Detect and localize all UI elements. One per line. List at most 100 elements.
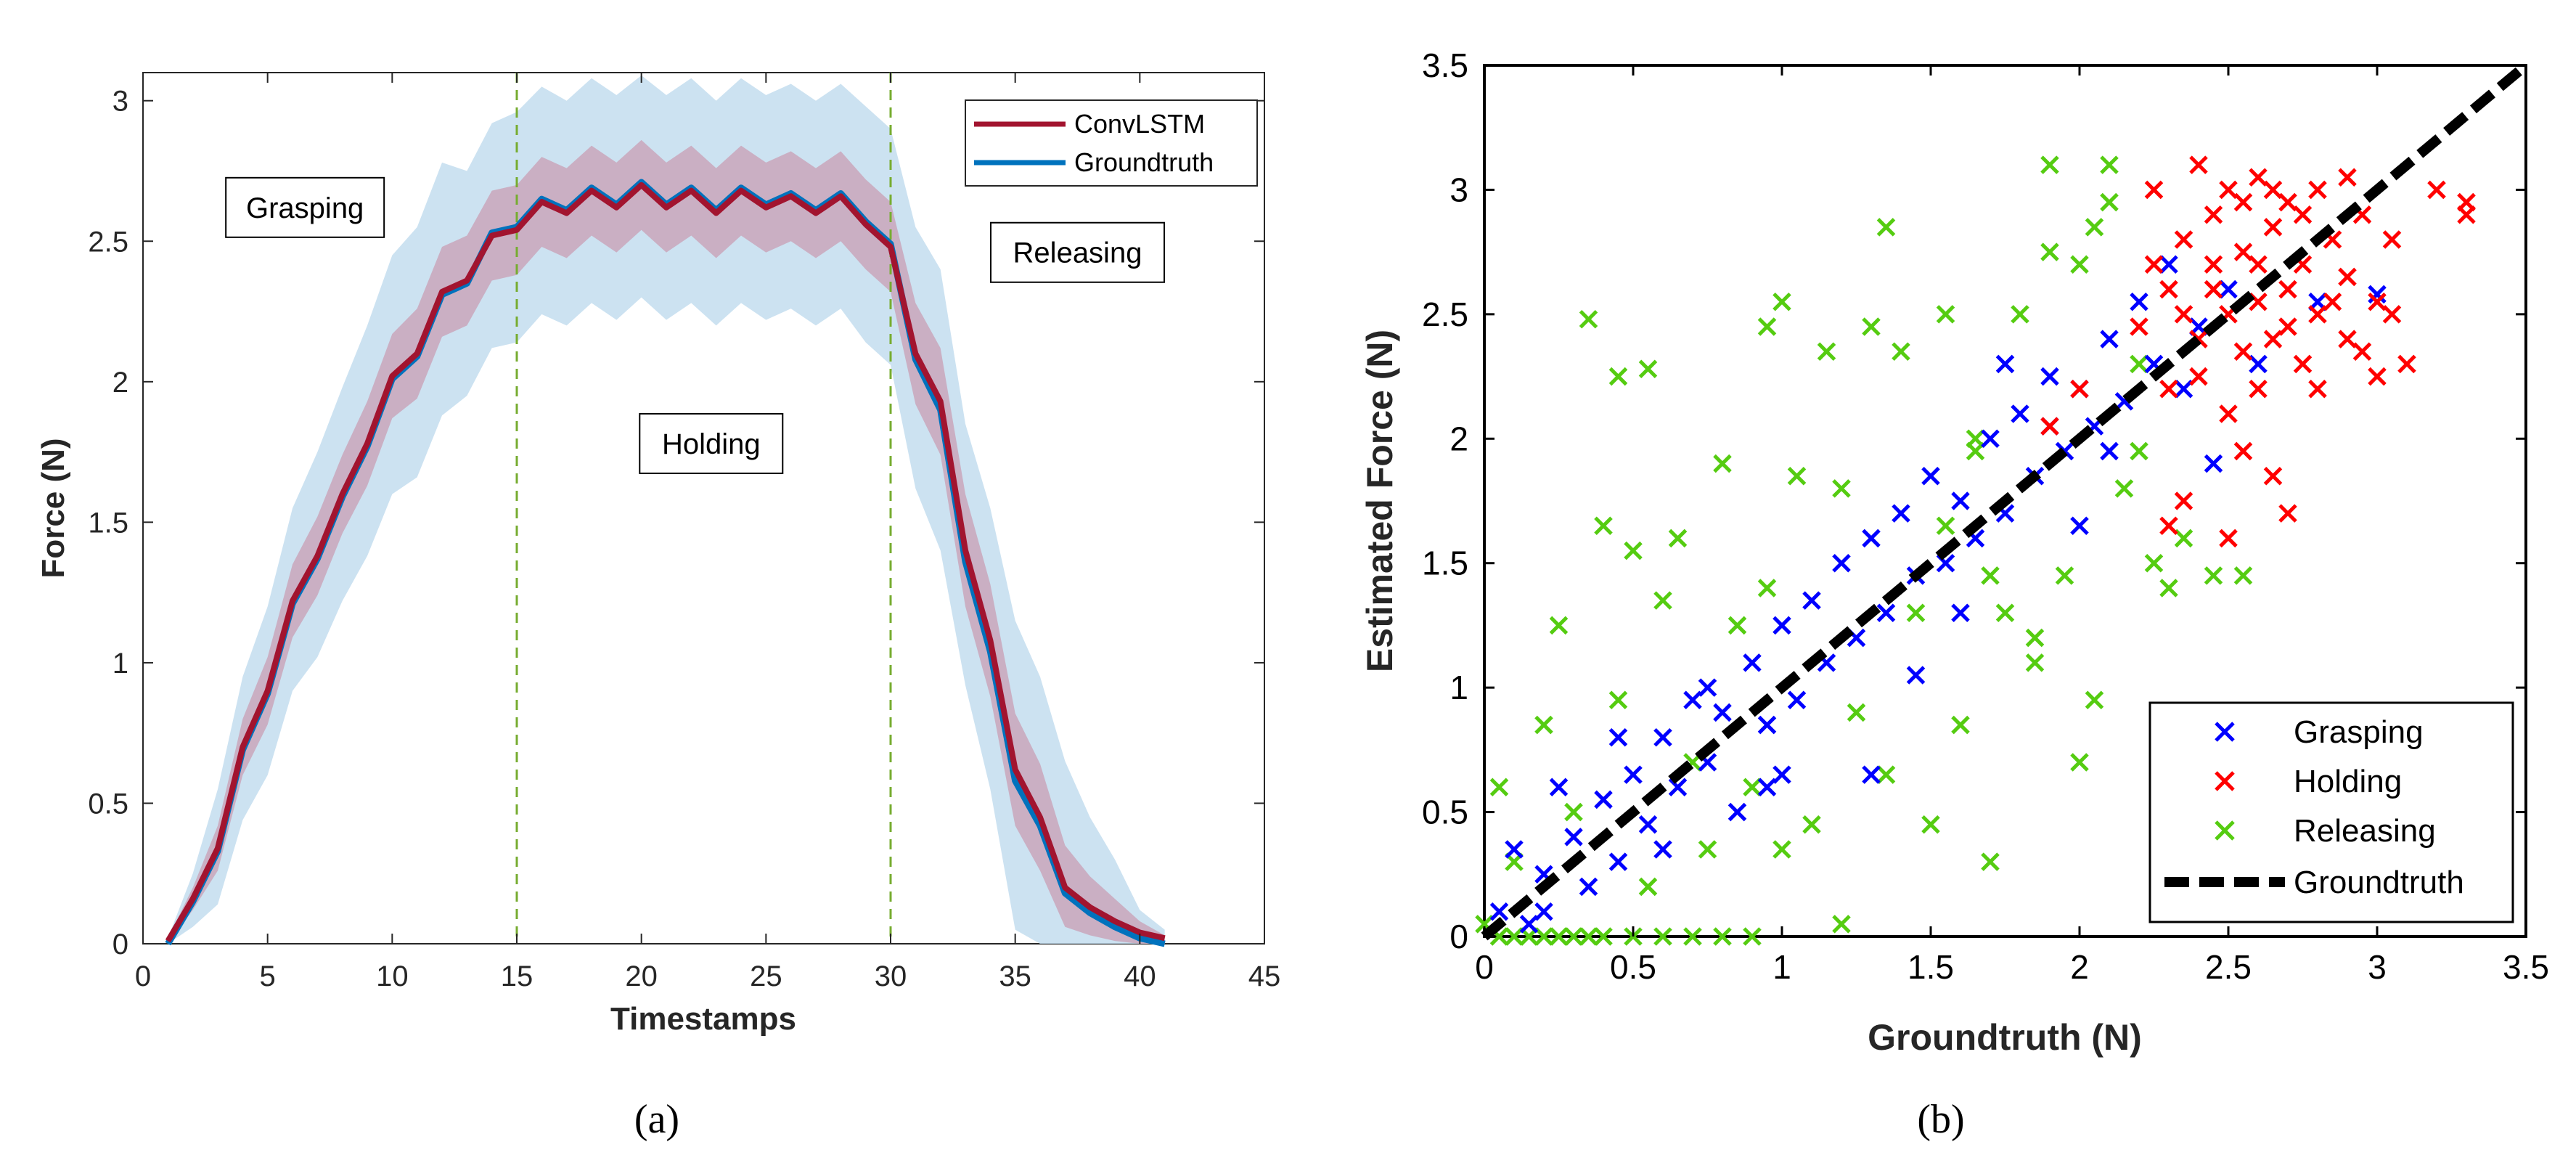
y-tick-label-b: 1 (1449, 669, 1468, 706)
point-grasping (1951, 491, 1970, 510)
marker-stroke (1534, 865, 1553, 884)
point-grasping (1534, 902, 1553, 921)
marker-stroke (2159, 379, 2178, 399)
point-holding (2338, 168, 2357, 187)
marker-stroke (2114, 479, 2134, 498)
marker-stroke (1862, 529, 1881, 548)
marker-stroke (2100, 441, 2119, 461)
point-releasing (1534, 715, 1553, 735)
x-tick-label-b: 0.5 (1610, 948, 1656, 986)
point-holding (2219, 529, 2238, 548)
point-releasing (1549, 927, 1569, 946)
point-grasping (1995, 354, 2015, 374)
marker-stroke (2249, 292, 2268, 311)
marker-stroke (2323, 292, 2342, 311)
point-releasing (2174, 529, 2193, 548)
marker-stroke (2040, 155, 2059, 174)
point-holding (2130, 317, 2148, 336)
point-grasping (1713, 703, 1732, 722)
marker-stroke (1906, 666, 1926, 685)
marker-stroke (2130, 292, 2148, 311)
y-tick-label-b: 2.5 (1422, 295, 1468, 333)
point-releasing (2130, 354, 2148, 374)
point-releasing (1594, 927, 1613, 946)
x-axis-label-b: Groundtruth (N) (1868, 1017, 2142, 1058)
marker-stroke (2338, 267, 2357, 287)
y-tick-label-b: 3 (1449, 171, 1468, 208)
marker-stroke (2189, 367, 2208, 386)
x-tick-label-b: 0 (1475, 948, 1494, 986)
marker-stroke (1653, 727, 1672, 747)
point-releasing (2100, 192, 2119, 212)
point-grasping (1505, 840, 1524, 859)
point-grasping (2070, 516, 2089, 536)
marker-stroke (1817, 342, 1836, 362)
phase-annotations: Grasping Holding Releasing (225, 176, 1165, 474)
marker-stroke (1832, 915, 1851, 934)
marker-stroke (2215, 771, 2235, 791)
reference-line (1481, 61, 2530, 941)
point-grasping (2174, 379, 2193, 399)
point-releasing (2025, 653, 2045, 672)
point-releasing (1876, 218, 1896, 237)
marker-stroke (1832, 479, 1851, 498)
marker-stroke (2144, 553, 2164, 573)
marker-stroke (2204, 205, 2223, 224)
point-releasing (2011, 305, 2029, 324)
point-holding (2249, 255, 2268, 274)
point-releasing (1653, 927, 1672, 946)
marker-stroke (2100, 192, 2119, 212)
marker-stroke (2338, 168, 2357, 187)
point-holding (2174, 491, 2193, 510)
marker-stroke (1757, 317, 1777, 336)
marker-stroke (1995, 354, 2015, 374)
marker-stroke (2233, 192, 2253, 212)
y-tick-label-b: 0.5 (1422, 793, 1468, 831)
marker-stroke (2159, 255, 2178, 274)
annotation-holding: Holding (662, 428, 761, 460)
point-holding (2278, 317, 2297, 336)
marker-stroke (2382, 305, 2402, 324)
point-grasping (2130, 292, 2148, 311)
x-tick-label-b: 3.5 (2503, 948, 2549, 986)
marker-stroke (2204, 255, 2223, 274)
marker-stroke (2144, 354, 2164, 374)
marker-stroke (2263, 180, 2283, 200)
marker-stroke (2263, 330, 2283, 348)
marker-stroke (1564, 828, 1583, 846)
marker-stroke (2249, 379, 2268, 399)
marker-stroke (1757, 715, 1777, 735)
x-tick-label-a: 30 (875, 960, 907, 992)
point-holding (2159, 516, 2178, 536)
point-releasing (2233, 566, 2253, 585)
marker-stroke (1757, 579, 1777, 597)
marker-stroke (2308, 180, 2327, 200)
marker-stroke (2323, 230, 2342, 249)
legend-a: ConvLSTM Groundtruth (965, 99, 1258, 187)
marker-stroke (1802, 591, 1821, 610)
marker-stroke (1564, 802, 1583, 822)
marker-stroke (1489, 902, 1509, 921)
legend-label-groundtruth-a: Groundtruth (1074, 147, 1214, 177)
point-holding (2427, 180, 2446, 200)
marker-stroke (2278, 317, 2297, 336)
point-holding (2397, 354, 2416, 374)
marker-stroke (1638, 877, 1658, 897)
marker-stroke (2263, 466, 2283, 486)
point-holding (2263, 330, 2283, 348)
point-grasping (1757, 778, 1777, 797)
x-tick-label-a: 5 (260, 960, 276, 992)
x-tick-label-b: 2 (2070, 948, 2089, 986)
point-holding (2219, 180, 2238, 200)
point-releasing (1727, 616, 1747, 635)
legend-markers-b (2215, 722, 2235, 841)
marker-stroke (1936, 553, 1955, 573)
point-holding (2159, 280, 2178, 299)
x-tick-label-a: 35 (999, 960, 1031, 992)
point-releasing (1698, 840, 1717, 859)
point-holding (2070, 379, 2089, 399)
point-releasing (1713, 927, 1732, 946)
marker-stroke (1534, 927, 1553, 946)
marker-stroke (1787, 466, 1807, 486)
scatter-chart: 0 0.5 1 1.5 2 2.5 3 3.5 0 0.5 1 1.5 2 2.5 3 3.5 Graspin… (1359, 46, 2549, 1142)
